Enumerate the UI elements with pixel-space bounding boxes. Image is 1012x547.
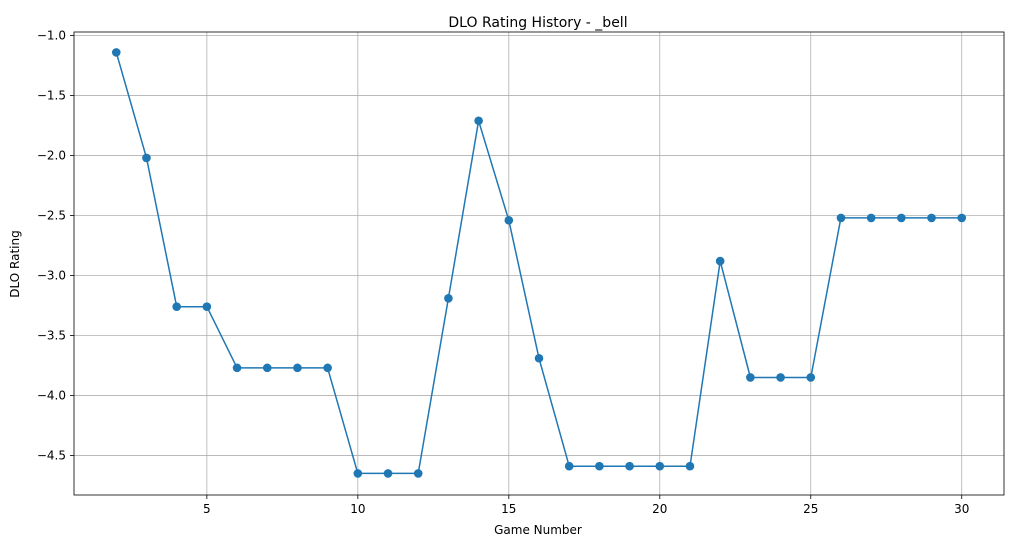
data-point — [776, 373, 785, 382]
data-point — [413, 469, 423, 478]
data-point — [866, 213, 876, 223]
data-point — [202, 302, 212, 311]
data-point — [806, 373, 816, 382]
data-point — [625, 461, 634, 471]
plot-frame — [73, 31, 1005, 496]
y-tick-label: −2.5 — [37, 209, 66, 223]
data-point — [957, 213, 967, 223]
y-tick-label: −4.0 — [37, 388, 66, 402]
data-point — [172, 302, 181, 311]
data-point — [564, 461, 574, 471]
y-tick-label: −3.5 — [37, 328, 66, 342]
y-tick-label: −1.5 — [37, 89, 66, 103]
data-point — [323, 363, 332, 373]
x-tick-label: 20 — [652, 502, 667, 516]
x-tick-label: 15 — [501, 502, 516, 516]
data-point — [655, 461, 665, 471]
x-axis-label: Game Number — [494, 523, 582, 537]
data-point — [383, 469, 393, 478]
data-point — [232, 363, 242, 373]
y-axis: −1.0 −1.5 −2.0 −2.5 −3.0 −3.5 −4.0 −4.5 — [37, 29, 74, 462]
data-point — [685, 461, 695, 471]
data-point — [746, 373, 755, 382]
y-axis-label: DLO Rating — [8, 230, 22, 297]
data-point — [353, 469, 363, 478]
y-tick-label: −2.0 — [37, 149, 66, 163]
data-point — [927, 213, 936, 223]
x-tick-label: 30 — [954, 502, 969, 516]
data-point — [262, 363, 272, 373]
grid — [74, 32, 1004, 495]
data-point — [504, 216, 514, 225]
data-point — [142, 153, 151, 163]
x-tick-label: 25 — [803, 502, 818, 516]
x-axis: 5 10 15 20 25 30 — [203, 495, 969, 516]
series-layer — [111, 48, 967, 478]
data-point — [534, 353, 544, 363]
data-point — [474, 116, 483, 126]
data-point — [293, 363, 302, 373]
data-point — [444, 293, 453, 303]
data-point — [595, 461, 604, 471]
y-tick-label: −1.0 — [37, 29, 66, 43]
y-tick-label: −3.0 — [37, 268, 66, 282]
data-point — [715, 256, 725, 266]
data-point — [836, 213, 846, 223]
data-point — [897, 213, 906, 223]
y-tick-label: −4.5 — [37, 448, 66, 462]
data-point — [111, 48, 121, 57]
chart-title: DLO Rating History - _bell — [448, 15, 627, 31]
x-tick-label: 5 — [203, 502, 211, 516]
x-tick-label: 10 — [350, 502, 365, 516]
